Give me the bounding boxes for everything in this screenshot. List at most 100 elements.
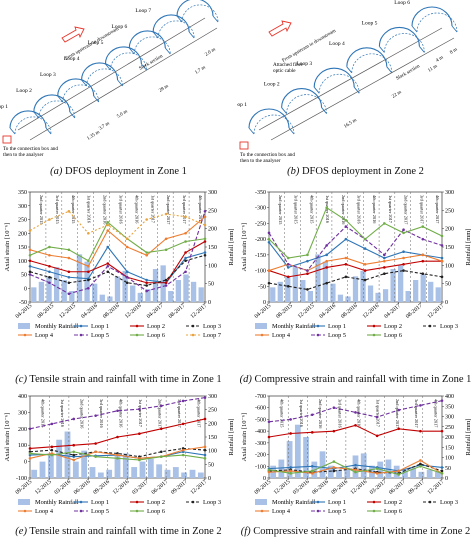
- y-tick-label: 0: [24, 286, 27, 292]
- series-point: [289, 432, 292, 435]
- series-point: [375, 434, 379, 438]
- legend-label: Loop 1: [328, 323, 346, 330]
- y2-tick-label: 350: [445, 404, 454, 410]
- x-tick-label: 12-2015: [58, 303, 77, 320]
- quarter-label: 4th quarter 2016: [372, 195, 377, 224]
- x-tick-label: 03-2016: [54, 479, 73, 496]
- rainfall-bar: [175, 280, 182, 302]
- series-point: [28, 229, 32, 232]
- quarter-label: 2nd quarter 2016: [341, 195, 346, 225]
- series-point: [116, 409, 119, 413]
- series-point: [48, 218, 51, 221]
- y-tick-label: 250: [18, 218, 27, 224]
- series-point: [72, 453, 76, 457]
- distance-label: 1.7 m: [194, 65, 206, 75]
- series-point: [267, 420, 271, 424]
- series-point: [286, 256, 290, 260]
- rainfall-bar: [92, 283, 98, 302]
- rainfall-bar: [410, 467, 417, 478]
- series-point: [50, 453, 54, 457]
- series-point: [184, 240, 187, 243]
- x-tick-label: 08-2017: [405, 303, 424, 320]
- x-tick-label: 09-2017: [407, 479, 426, 496]
- x-tick-label: 06-2016: [311, 479, 330, 496]
- legend-label: Monthly Rainfall: [35, 323, 79, 330]
- rainfall-bar: [352, 276, 359, 302]
- series-point: [28, 253, 32, 257]
- series-line: [29, 241, 206, 284]
- caption-f: (f) Compressive strain and rainfall with…: [237, 526, 474, 537]
- series-line: [268, 225, 443, 272]
- loop-arch: [152, 14, 190, 33]
- rainfall-bar: [360, 270, 366, 302]
- series-point: [125, 237, 129, 241]
- legend-label: Loop 4: [272, 508, 291, 515]
- x-tick-label: 03-2017: [131, 479, 150, 496]
- legend-label: Loop 1: [91, 499, 109, 506]
- caption-b-text: DFOS deployment in Zone 2: [299, 166, 424, 177]
- series-point: [306, 259, 309, 263]
- series-point: [48, 253, 51, 257]
- series-point: [402, 269, 405, 272]
- series-point: [267, 269, 271, 272]
- series-point: [28, 248, 32, 252]
- quarter-label: 2nd quarter 2016: [318, 399, 323, 429]
- series-line: [29, 216, 206, 267]
- y-tick-label: -250: [255, 221, 266, 227]
- loop-leg: [152, 31, 159, 39]
- connection-label: To the connection box and: [3, 146, 58, 152]
- legend-marker: [79, 509, 83, 513]
- rainfall-bar: [292, 267, 298, 302]
- loop-arch-back: [416, 12, 458, 33]
- legend-marker: [79, 333, 83, 337]
- y2-tick-label: 0: [208, 476, 211, 482]
- series-point: [203, 445, 207, 449]
- series-point: [375, 467, 379, 470]
- y-tick-label: 350: [18, 190, 27, 196]
- y2-tick-label: 100: [445, 263, 454, 269]
- x-tick-label: 12-2015: [273, 479, 292, 496]
- loop-leg: [141, 63, 147, 71]
- series-point: [106, 220, 110, 224]
- distance-label: 2.0 m: [204, 47, 216, 57]
- series-point: [332, 460, 336, 463]
- series-point: [440, 259, 444, 263]
- rainfall-bar: [107, 296, 113, 302]
- y-axis-label: Axial strain [10⁻⁶]: [241, 223, 248, 272]
- x-tick-label: 06-2017: [388, 479, 407, 496]
- y-axis-label: Axial strain [10⁻⁶]: [4, 223, 11, 272]
- y2-tick-label: 0: [445, 476, 448, 482]
- series-point: [421, 259, 425, 263]
- quarter-label: 1st quarter 2017: [388, 195, 393, 224]
- series-point: [94, 450, 97, 454]
- loop-label: Loop 6: [112, 24, 128, 30]
- series-point: [383, 259, 386, 263]
- series-point: [125, 275, 129, 279]
- y2-tick-label: 50: [208, 282, 214, 288]
- series-point: [159, 404, 163, 408]
- rainfall-bar: [405, 291, 411, 302]
- rainfall-bar: [352, 455, 359, 478]
- series-point: [184, 270, 187, 274]
- series-point: [116, 457, 119, 460]
- series-point: [203, 251, 207, 254]
- x-tick-label: 12-2016: [362, 303, 381, 320]
- series-point: [164, 281, 168, 285]
- legend-marker: [260, 509, 264, 513]
- loop-label: Loop 5: [88, 40, 104, 46]
- y2-tick-label: 200: [208, 227, 217, 233]
- loop-arch: [104, 46, 142, 65]
- quarter-label: 2nd quarter 2017: [157, 399, 162, 429]
- loop-leg: [321, 107, 327, 114]
- loop-leg: [117, 79, 123, 87]
- y2-tick-label: 200: [445, 435, 454, 441]
- y2-tick-label: 200: [208, 421, 217, 427]
- series-point: [344, 237, 348, 241]
- y-tick-label: 300: [18, 410, 27, 416]
- series-point: [67, 275, 71, 279]
- quarter-label: 4th quarter 2015: [309, 195, 314, 223]
- legend-marker: [372, 333, 376, 337]
- legend-marker: [316, 500, 320, 504]
- y2-tick-label: 150: [445, 245, 454, 251]
- series-point: [354, 463, 357, 467]
